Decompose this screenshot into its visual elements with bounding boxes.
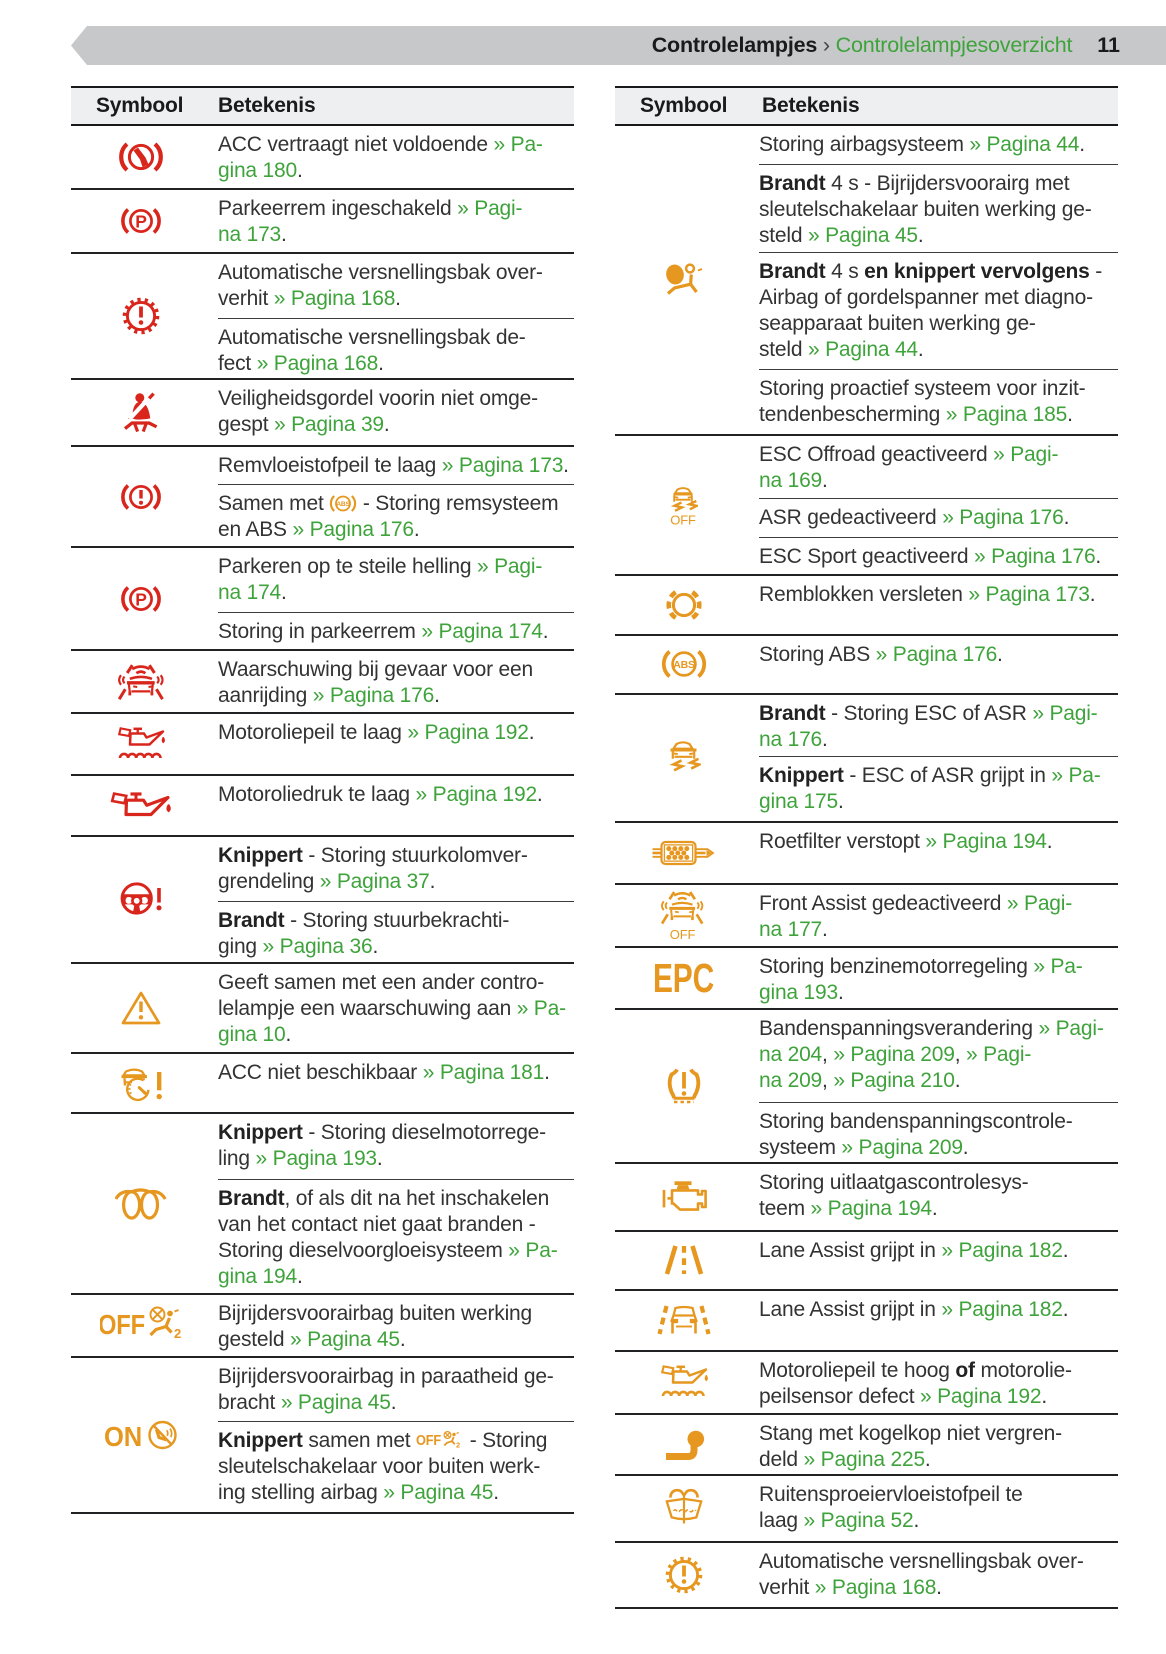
svg-text:P: P xyxy=(135,211,147,231)
svg-text:OFF: OFF xyxy=(670,512,696,526)
svg-text:OFF: OFF xyxy=(100,1309,145,1340)
svg-text:2: 2 xyxy=(174,1326,181,1341)
svg-text:OFF: OFF xyxy=(416,1433,441,1449)
svg-text:ABS: ABS xyxy=(673,659,695,671)
svg-text:EPC: EPC xyxy=(653,962,714,994)
svg-text:ON: ON xyxy=(104,1421,142,1452)
svg-text:ABS: ABS xyxy=(337,501,351,508)
svg-text:P: P xyxy=(135,589,147,609)
svg-text:OFF: OFF xyxy=(670,927,696,941)
svg-text:2: 2 xyxy=(456,1441,460,1450)
